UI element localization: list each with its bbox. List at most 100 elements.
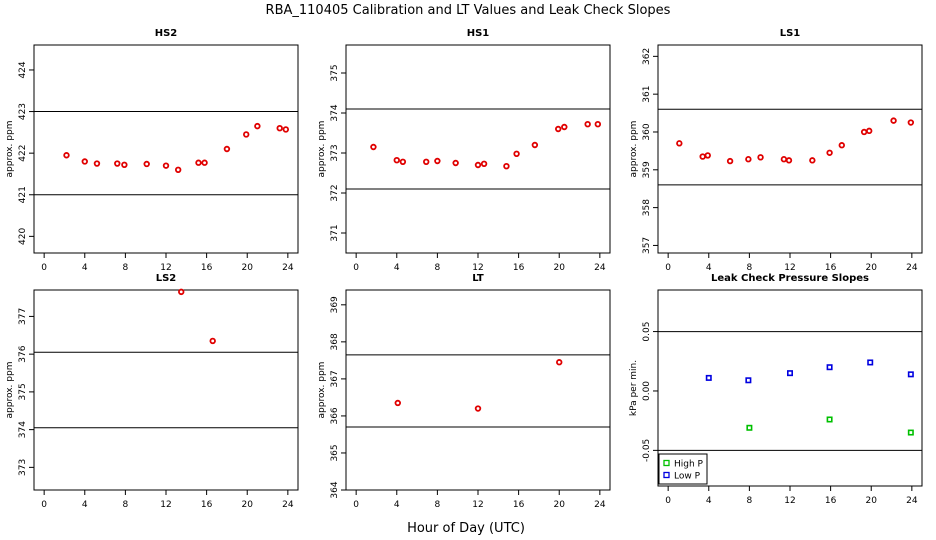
data-point [480, 160, 488, 167]
plot-frame [657, 44, 923, 254]
data-point [594, 120, 602, 128]
x-tick-label: 4 [82, 500, 88, 510]
data-point [223, 145, 231, 153]
legend-label: Low P [674, 472, 701, 482]
x-tick-label: 16 [201, 500, 213, 510]
data-point [676, 140, 683, 147]
data-point [452, 159, 459, 167]
panel-hs1: HS1 0 4 8 12 16 20 24 371 372 373 374 375 approx. ppm [317, 28, 611, 273]
y-tick-label: 422 [18, 145, 28, 162]
data-point [561, 123, 568, 131]
legend-label: High P [674, 460, 704, 470]
data-point [704, 152, 711, 159]
x-tick-label: 24 [594, 263, 606, 273]
legend-marker [663, 471, 670, 479]
data-point [201, 159, 208, 166]
y-tick-label: 423 [18, 103, 28, 120]
data-point [699, 153, 706, 160]
y-axis-label: approx. ppm [317, 121, 327, 178]
x-tick-label: 4 [394, 500, 400, 510]
y-tick-label: 377 [18, 308, 28, 325]
data-point [907, 371, 914, 378]
data-point [93, 160, 101, 167]
x-tick-label: 8 [435, 500, 441, 510]
y-axis-label: kPa per min. [629, 360, 639, 416]
data-point [243, 131, 250, 138]
y-tick-label: 376 [18, 345, 28, 362]
data-point [162, 162, 170, 169]
panel-title: HS2 [155, 28, 178, 39]
data-point [556, 359, 563, 366]
data-point [786, 370, 793, 377]
data-point [860, 128, 868, 136]
x-tick-label: 4 [82, 263, 88, 273]
data-point [785, 157, 793, 164]
x-tick-label: 24 [906, 496, 918, 506]
data-point [423, 158, 430, 165]
x-tick-label: 8 [747, 263, 753, 273]
panel-title: LS2 [156, 273, 177, 284]
data-point [370, 143, 377, 151]
data-point [555, 125, 562, 133]
panel-title: LT [472, 273, 484, 284]
plot-frame [33, 289, 299, 491]
data-point [809, 157, 816, 164]
x-tick-label: 8 [435, 263, 441, 273]
y-tick-label: 0.05 [642, 322, 652, 342]
y-tick-label: 375 [330, 64, 340, 81]
data-point [745, 377, 752, 384]
x-tick-label: 0 [353, 263, 359, 273]
panel-hs2: HS2 0 4 8 12 16 20 24 420 421 422 423 424 approx. ppm [5, 28, 299, 273]
data-point [178, 288, 185, 296]
data-point [209, 337, 216, 345]
data-point [890, 117, 897, 124]
y-axis-label: approx. ppm [5, 362, 15, 419]
x-tick-label: 0 [41, 263, 47, 273]
panel-ls1: LS1 0 4 8 12 16 20 24 357 358 359 360 361 362 approx. … [629, 28, 923, 273]
x-tick-label: 0 [665, 496, 671, 506]
y-tick-label: 357 [642, 237, 652, 254]
data-point [584, 120, 591, 128]
x-tick-label: 12 [160, 500, 171, 510]
data-point [63, 152, 70, 159]
data-point [81, 158, 88, 165]
panel-title: HS1 [467, 28, 490, 39]
x-tick-label: 12 [784, 263, 795, 273]
x-tick-label: 4 [394, 263, 400, 273]
data-point [705, 374, 712, 381]
data-point [867, 359, 874, 366]
y-tick-label: 374 [18, 421, 28, 438]
data-point [399, 158, 407, 165]
data-point [746, 424, 753, 431]
data-point [745, 156, 752, 163]
data-point [726, 157, 734, 165]
data-point [907, 119, 915, 126]
data-point [434, 157, 441, 165]
y-tick-label: 359 [642, 161, 652, 178]
x-tick-label: 12 [472, 263, 483, 273]
x-tick-label: 16 [825, 263, 837, 273]
data-point [531, 141, 539, 149]
x-tick-label: 0 [665, 263, 671, 273]
x-tick-label: 24 [282, 500, 294, 510]
data-point [513, 150, 520, 157]
y-tick-label: 372 [330, 184, 340, 201]
y-tick-label: 365 [330, 444, 340, 461]
x-tick-label: 20 [242, 263, 254, 273]
y-tick-label: 424 [18, 61, 28, 78]
x-tick-label: 8 [123, 500, 129, 510]
y-tick-label: 369 [330, 296, 340, 313]
data-point [254, 122, 261, 130]
x-tick-label: 4 [706, 496, 712, 506]
panel-ls2: LS2 0 4 8 12 16 20 24 373 374 375 376 377 approx. ppm [5, 273, 299, 510]
y-tick-label: 368 [330, 333, 340, 350]
y-axis-label: approx. ppm [317, 362, 327, 419]
data-point [174, 166, 182, 173]
data-point [143, 160, 150, 168]
data-point [474, 405, 482, 412]
data-point [826, 364, 833, 371]
y-tick-label: 373 [18, 459, 28, 476]
x-tick-label: 12 [784, 496, 795, 506]
data-point [503, 162, 510, 170]
